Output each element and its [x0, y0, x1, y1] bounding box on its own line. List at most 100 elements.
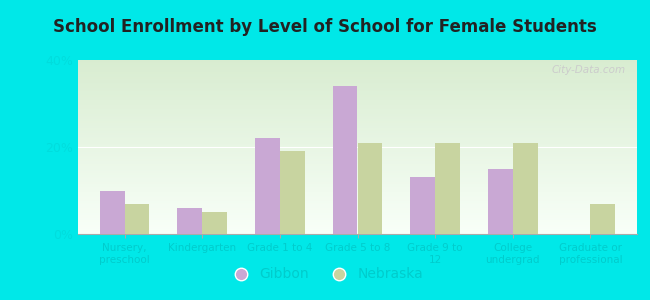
Text: School Enrollment by Level of School for Female Students: School Enrollment by Level of School for… — [53, 18, 597, 36]
Bar — [78, 215, 637, 217]
Bar — [78, 222, 637, 224]
Bar — [78, 212, 637, 213]
Bar — [78, 163, 637, 164]
Bar — [78, 227, 637, 229]
Bar — [78, 149, 637, 151]
Bar — [78, 232, 637, 234]
Bar — [78, 178, 637, 180]
Bar — [78, 65, 637, 67]
Bar — [488, 169, 513, 234]
Bar — [78, 91, 637, 93]
Bar — [78, 90, 637, 91]
Bar — [78, 124, 637, 126]
Bar — [125, 203, 150, 234]
Bar — [78, 130, 637, 131]
Bar — [78, 86, 637, 88]
Bar — [78, 79, 637, 81]
Bar — [78, 74, 637, 76]
Bar — [78, 136, 637, 138]
Bar — [78, 173, 637, 175]
Bar — [78, 105, 637, 107]
Bar — [78, 98, 637, 100]
Bar — [78, 81, 637, 82]
Bar — [78, 177, 637, 178]
Bar — [78, 70, 637, 72]
Bar — [78, 138, 637, 140]
Bar — [410, 177, 435, 234]
Bar — [78, 69, 637, 70]
Bar — [78, 128, 637, 130]
Bar — [78, 213, 637, 215]
Bar — [78, 126, 637, 128]
Bar — [590, 203, 616, 234]
Bar — [78, 121, 637, 123]
Bar — [78, 119, 637, 121]
Bar — [78, 197, 637, 199]
Bar — [78, 175, 637, 177]
Bar — [358, 143, 382, 234]
Bar — [78, 204, 637, 206]
Bar — [78, 158, 637, 159]
Bar — [78, 180, 637, 182]
Bar — [78, 100, 637, 102]
Bar — [78, 169, 637, 171]
Bar — [202, 212, 227, 234]
Bar — [78, 190, 637, 192]
Bar — [78, 166, 637, 168]
Bar — [78, 168, 637, 170]
Bar — [78, 185, 637, 187]
Bar — [78, 143, 637, 145]
Bar — [78, 199, 637, 201]
Bar — [99, 190, 125, 234]
Bar — [78, 201, 637, 203]
Bar — [78, 135, 637, 137]
Bar — [78, 210, 637, 212]
Bar — [78, 154, 637, 156]
Bar — [78, 109, 637, 110]
Bar — [78, 218, 637, 220]
Bar — [78, 93, 637, 95]
Bar — [78, 77, 637, 79]
Bar — [333, 86, 358, 234]
Bar — [78, 147, 637, 149]
Bar — [78, 102, 637, 103]
Bar — [435, 143, 460, 234]
Bar — [78, 220, 637, 222]
Bar — [78, 110, 637, 112]
Bar — [78, 224, 637, 225]
Bar — [78, 208, 637, 210]
Bar — [78, 72, 637, 74]
Bar — [255, 138, 280, 234]
Bar — [78, 182, 637, 184]
Bar — [78, 62, 637, 64]
Bar — [78, 196, 637, 197]
Bar — [78, 187, 637, 189]
Bar — [78, 117, 637, 119]
Bar — [78, 64, 637, 65]
Bar — [78, 133, 637, 135]
Bar — [78, 192, 637, 194]
Bar — [78, 112, 637, 114]
Bar — [78, 161, 637, 163]
Bar — [78, 84, 637, 86]
Bar — [280, 152, 305, 234]
Bar — [78, 140, 637, 142]
Bar — [78, 60, 637, 62]
Bar — [78, 145, 637, 147]
Bar — [78, 184, 637, 185]
Bar — [78, 164, 637, 166]
Bar — [78, 230, 637, 232]
Bar — [78, 82, 637, 84]
Bar — [78, 114, 637, 116]
Bar — [78, 229, 637, 230]
Bar — [78, 206, 637, 208]
Bar — [78, 152, 637, 154]
Text: City-Data.com: City-Data.com — [552, 65, 626, 75]
Bar — [78, 103, 637, 105]
Bar — [78, 217, 637, 218]
Bar — [78, 123, 637, 124]
Bar — [78, 88, 637, 90]
Bar — [78, 189, 637, 190]
Bar — [78, 116, 637, 117]
Bar — [513, 143, 538, 234]
